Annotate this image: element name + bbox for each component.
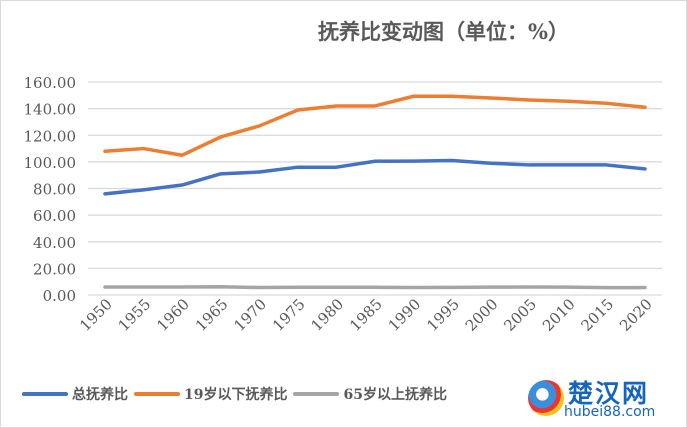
y-tick-label: 0.00 <box>43 287 76 305</box>
y-tick-label: 100.00 <box>24 154 77 172</box>
x-tick-label: 1950 <box>76 295 116 335</box>
y-tick-label: 20.00 <box>33 260 76 278</box>
legend-swatch <box>134 392 180 396</box>
legend-swatch <box>293 392 340 396</box>
chart-title: 抚养比变动图（单位：%） <box>318 19 569 44</box>
watermark-cn: 楚汉网 <box>568 379 650 408</box>
legend-item-young: 19岁以下抚养比 <box>134 384 287 404</box>
x-tick-label: 2015 <box>578 295 618 335</box>
legend-item-old: 65岁以上抚养比 <box>293 384 447 404</box>
legend-label: 19岁以下抚养比 <box>184 387 288 403</box>
x-tick-label: 1995 <box>423 295 463 335</box>
y-tick-label: 80.00 <box>33 181 76 199</box>
legend-swatch <box>22 392 68 396</box>
legend-item-total: 总抚养比 <box>22 384 128 404</box>
x-tick-label: 2000 <box>462 295 502 335</box>
x-tick-label: 1960 <box>153 295 193 335</box>
x-tick-label: 1955 <box>115 295 155 335</box>
legend-label: 总抚养比 <box>72 387 128 403</box>
y-tick-label: 120.00 <box>24 127 77 145</box>
x-tick-label: 1970 <box>230 295 270 335</box>
x-tick-label: 2005 <box>500 295 540 335</box>
globe-icon <box>528 380 564 416</box>
x-tick-label: 1975 <box>269 295 309 335</box>
series-line-1 <box>103 94 647 157</box>
legend: 总抚养比 19岁以下抚养比 65岁以上抚养比 <box>22 384 453 404</box>
x-tick-label: 1990 <box>385 295 425 335</box>
x-tick-label: 2010 <box>539 295 579 335</box>
legend-label: 65岁以上抚养比 <box>343 387 447 403</box>
y-tick-label: 140.00 <box>24 101 77 119</box>
x-tick-label: 1965 <box>192 295 232 335</box>
x-tick-label: 2020 <box>616 295 656 335</box>
y-tick-label: 60.00 <box>33 207 76 225</box>
x-tick-label: 1980 <box>308 295 348 335</box>
y-tick-label: 40.00 <box>33 234 76 252</box>
y-tick-label: 160.00 <box>24 74 77 92</box>
watermark-logo: 楚汉网 hubei88.com <box>528 376 684 424</box>
watermark-en: hubei88.com <box>564 404 656 420</box>
x-tick-label: 1985 <box>346 295 386 335</box>
